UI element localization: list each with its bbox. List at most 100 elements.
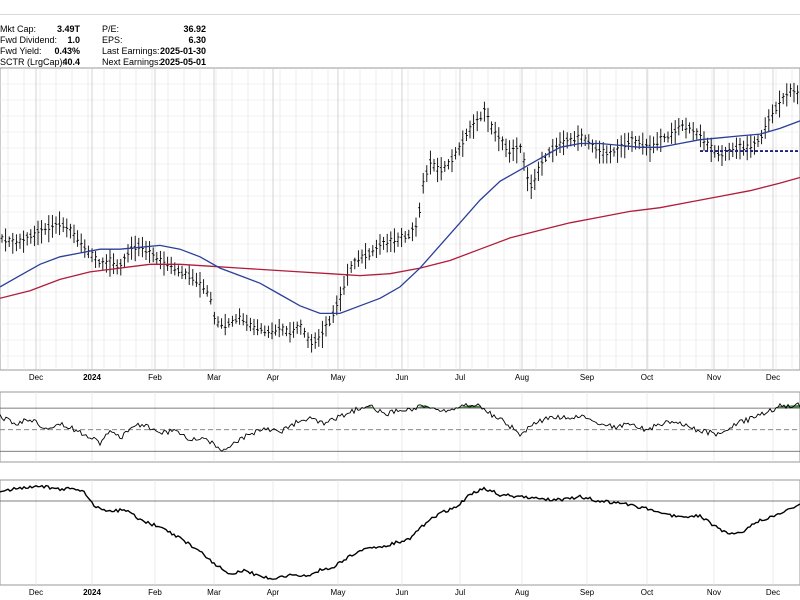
price-bar xyxy=(760,129,763,145)
price-bar xyxy=(508,140,511,163)
price-bar xyxy=(25,232,29,246)
price-bar xyxy=(76,230,79,247)
price-bar xyxy=(767,109,771,133)
price-bar xyxy=(97,258,101,268)
price-bar xyxy=(187,264,191,285)
price-bar xyxy=(339,286,342,312)
stat-label: Mkt Cap: xyxy=(0,24,37,34)
price-bar xyxy=(353,257,357,270)
price-bar xyxy=(112,253,115,275)
price-bar xyxy=(483,101,486,122)
price-bar xyxy=(385,233,389,253)
price-bar xyxy=(83,239,87,258)
price-bar xyxy=(155,251,159,265)
price-bar xyxy=(598,140,601,164)
price-bar xyxy=(285,326,288,337)
price-bar xyxy=(396,232,400,247)
price-bar xyxy=(191,269,195,286)
price-bar xyxy=(670,122,673,144)
price-bar xyxy=(627,132,630,150)
price-bar xyxy=(148,241,151,263)
x-tick-label: Feb xyxy=(148,588,162,597)
price-bar xyxy=(263,325,267,337)
price-bar xyxy=(328,315,331,327)
price-bar xyxy=(209,291,213,305)
price-bar xyxy=(18,233,22,249)
price-bar xyxy=(569,132,573,147)
price-bar xyxy=(612,147,616,157)
price-bar xyxy=(234,314,238,324)
price-bar xyxy=(490,121,493,135)
price-bar xyxy=(277,319,281,338)
price-bar xyxy=(144,240,148,260)
oscillator-panel xyxy=(0,391,800,463)
price-bar xyxy=(472,114,475,139)
relative-strength-line xyxy=(0,484,800,580)
x-tick-label: Nov xyxy=(707,373,721,382)
price-bar xyxy=(331,305,335,324)
price-bar xyxy=(274,324,277,336)
price-bar xyxy=(133,235,137,262)
x-tick-label: Dec xyxy=(29,373,43,382)
price-bar xyxy=(562,130,565,156)
price-bar xyxy=(418,202,421,218)
price-bar xyxy=(36,220,40,246)
price-bar xyxy=(753,136,756,155)
moving-average-long-line xyxy=(0,176,800,299)
price-bar xyxy=(501,136,504,151)
price-bar xyxy=(245,314,249,331)
x-tick-label: Oct xyxy=(641,373,654,382)
x-tick-label: Jun xyxy=(396,373,409,382)
price-bar xyxy=(310,334,313,353)
x-tick-label: May xyxy=(330,588,345,597)
price-bar xyxy=(407,229,411,240)
x-tick-label: Feb xyxy=(148,373,162,382)
price-bar xyxy=(223,313,227,336)
price-bar xyxy=(519,143,522,153)
price-bar xyxy=(119,258,123,276)
price-bar xyxy=(0,234,4,243)
stat-value: 2025-05-01 xyxy=(159,57,206,67)
price-bar xyxy=(393,228,396,253)
price-bar xyxy=(295,321,299,334)
price-bar xyxy=(414,217,418,237)
price-bar xyxy=(317,329,321,347)
price-bar xyxy=(504,138,508,158)
price-bar xyxy=(231,315,234,327)
price-bar xyxy=(439,157,443,181)
price-bar xyxy=(342,275,346,295)
moving-average-short-line xyxy=(0,120,800,315)
price-bar xyxy=(421,172,425,194)
price-bar xyxy=(537,161,540,181)
price-bar xyxy=(699,124,702,148)
stat-value: 40.4 xyxy=(62,57,80,67)
price-bar xyxy=(486,107,490,133)
price-bar xyxy=(756,134,760,147)
price-bar xyxy=(101,257,105,270)
price-bar xyxy=(43,223,47,235)
price-bar xyxy=(709,137,713,163)
stat-value: 2025-01-30 xyxy=(159,46,206,56)
price-bar xyxy=(778,90,781,118)
x-tick-label: Dec xyxy=(766,588,780,597)
price-bar xyxy=(306,332,310,349)
price-bar xyxy=(303,327,306,338)
price-bar xyxy=(94,251,97,269)
price-bar xyxy=(367,248,371,261)
price-bar xyxy=(605,145,609,164)
price-bar xyxy=(123,253,126,268)
price-bar xyxy=(11,232,15,254)
price-bar xyxy=(389,231,393,253)
price-bar xyxy=(583,134,587,147)
price-bar xyxy=(763,117,767,139)
stat-value: 3.49T xyxy=(56,24,80,34)
price-bar xyxy=(749,134,753,158)
x-tick-label: Mar xyxy=(207,588,221,597)
price-bar xyxy=(58,211,61,236)
price-panel-frame xyxy=(0,67,800,371)
price-bar xyxy=(497,127,501,152)
price-bar xyxy=(357,250,360,267)
price-bar xyxy=(61,217,65,233)
price-bar xyxy=(526,167,529,192)
relative-frame xyxy=(0,479,800,586)
